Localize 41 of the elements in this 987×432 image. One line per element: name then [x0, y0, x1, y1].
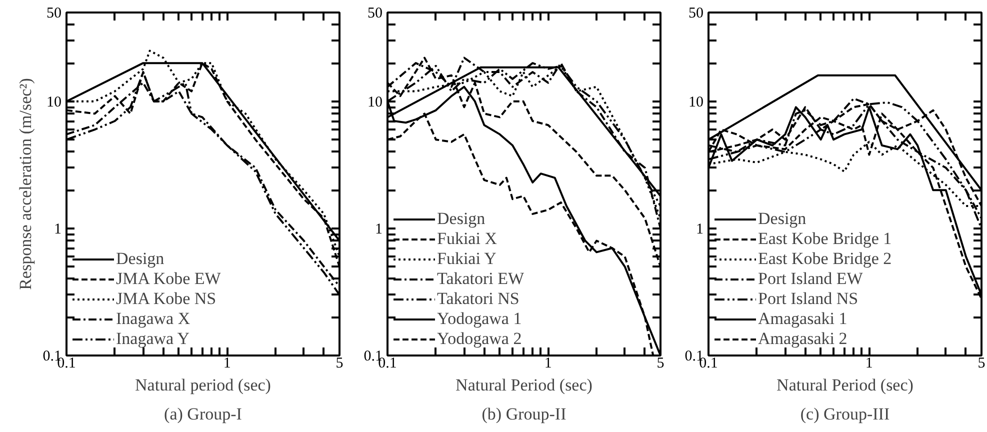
y-axis-title: Response acceleration (m/sec²): [16, 78, 35, 290]
x-axis-title: Natural Period (sec): [456, 376, 592, 394]
legend-label: East Kobe Bridge 1: [758, 229, 892, 249]
text: (a) Group-I: [164, 404, 242, 424]
legend-label: Design: [758, 209, 806, 229]
legend-label: Takatori EW: [437, 269, 524, 289]
legend-label: Yodogawa 2: [437, 329, 522, 349]
legend-label: Takatori NS: [437, 289, 520, 309]
y-tick-label: 1: [696, 221, 704, 238]
x-tick-label: 5: [336, 356, 344, 372]
x-axis-title: Natural Period (sec): [776, 376, 914, 394]
legend-label: Inagawa Y: [116, 329, 190, 349]
legend-label: Amagasaki 2: [758, 329, 848, 349]
legend-label: Port Island EW: [758, 269, 863, 289]
legend-label: Fukiai Y: [437, 249, 496, 269]
text: (c) Group-III: [800, 404, 890, 424]
legend-label: Port Island NS: [758, 289, 858, 309]
legend-label: Inagawa X: [116, 309, 190, 329]
y-tick-label: 50: [368, 6, 382, 22]
legend-label: JMA Kobe EW: [116, 269, 221, 289]
y-tick-label: 10: [688, 94, 704, 110]
y-tick-label: 10: [46, 94, 62, 110]
x-tick-label: 1: [865, 356, 873, 372]
y-tick-label: 50: [46, 6, 62, 22]
x-axis-title: Natural period (sec): [135, 376, 271, 394]
y-tick-label: 10: [368, 94, 382, 110]
y-tick-label: 1: [54, 221, 62, 238]
x-tick-label: 1: [223, 356, 231, 372]
legend-label: Fukiai X: [437, 229, 497, 249]
legend-label: Yodogawa 1: [437, 309, 522, 329]
x-tick-label: 1: [544, 356, 552, 372]
y-tick-label: 50: [688, 6, 704, 22]
x-tick-label: 5: [656, 356, 664, 372]
legend-label: East Kobe Bridge 2: [758, 249, 892, 269]
x-tick-label: 5: [978, 356, 986, 372]
legend-label: Design: [116, 249, 164, 269]
legend-label: Design: [437, 209, 486, 229]
y-tick-label: 1: [375, 221, 382, 238]
legend-label: Amagasaki 1: [758, 309, 848, 329]
text: (b) Group-II: [482, 404, 567, 424]
legend-label: JMA Kobe NS: [116, 289, 216, 309]
